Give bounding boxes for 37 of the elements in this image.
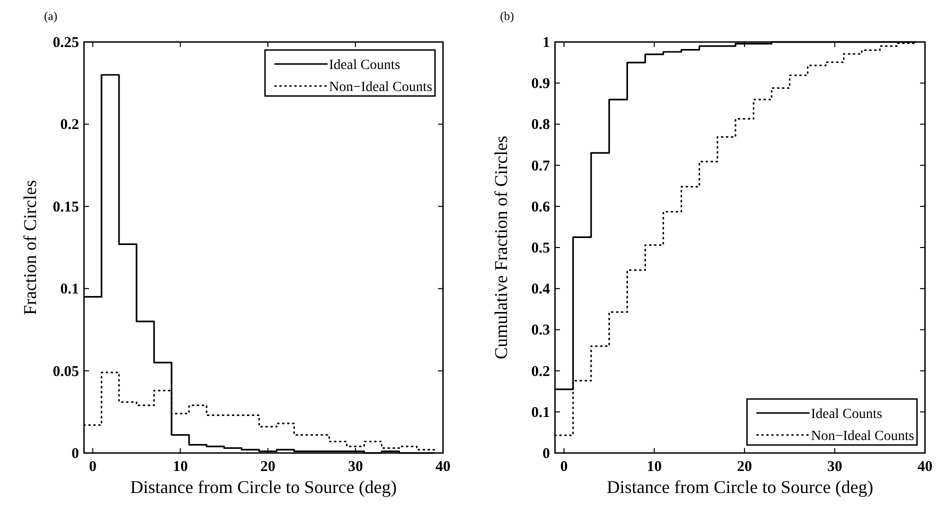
- y-tick-label: 0.1: [531, 404, 550, 421]
- y-tick-label: 0.2: [531, 364, 550, 380]
- legend-label: Non−Ideal Counts: [329, 80, 432, 95]
- x-tick-label: 20: [260, 459, 276, 475]
- y-tick-label: 0.7: [531, 158, 550, 174]
- y-tick-label: 0: [542, 446, 550, 462]
- y-tick-label: 0.4: [531, 282, 550, 298]
- y-tick-label: 0: [72, 446, 79, 462]
- y-tick-label: 0.05: [52, 364, 79, 380]
- legend-label: Ideal Counts: [811, 407, 882, 422]
- x-tick-label: 0: [89, 459, 97, 475]
- y-tick-label: 1: [542, 35, 550, 51]
- y-axis-title: Fraction of Circles: [20, 180, 40, 315]
- y-tick-label: 0.5: [531, 240, 550, 256]
- legend-label: Non−Ideal Counts: [811, 429, 914, 444]
- y-tick-label: 0.8: [531, 117, 550, 134]
- legend-label: Ideal Counts: [329, 58, 400, 73]
- x-tick-label: 10: [646, 459, 662, 475]
- y-tick-label: 0.2: [60, 117, 79, 134]
- x-tick-label: 30: [827, 459, 842, 475]
- x-tick-label: 20: [737, 459, 752, 475]
- y-tick-label: 0.1: [60, 282, 79, 298]
- x-tick-label: 10: [172, 459, 188, 475]
- chart-title: (b): [500, 9, 514, 23]
- x-tick-label: 40: [436, 459, 450, 475]
- y-tick-label: 0.15: [52, 199, 79, 216]
- x-axis-title: Distance from Circle to Source (deg): [606, 477, 874, 497]
- x-tick-label: 30: [348, 459, 363, 475]
- y-axis-title: Cumulative Fraction of Circles: [491, 136, 511, 360]
- y-tick-label: 0.9: [531, 76, 550, 92]
- y-tick-label: 0.3: [531, 322, 550, 339]
- x-axis-title: Distance from Circle to Source (deg): [130, 477, 397, 497]
- chart-title: (a): [44, 9, 58, 23]
- y-tick-label: 0.25: [52, 35, 79, 51]
- x-tick-label: 40: [918, 459, 932, 475]
- y-tick-label: 0.6: [531, 199, 550, 216]
- x-tick-label: 0: [560, 459, 568, 475]
